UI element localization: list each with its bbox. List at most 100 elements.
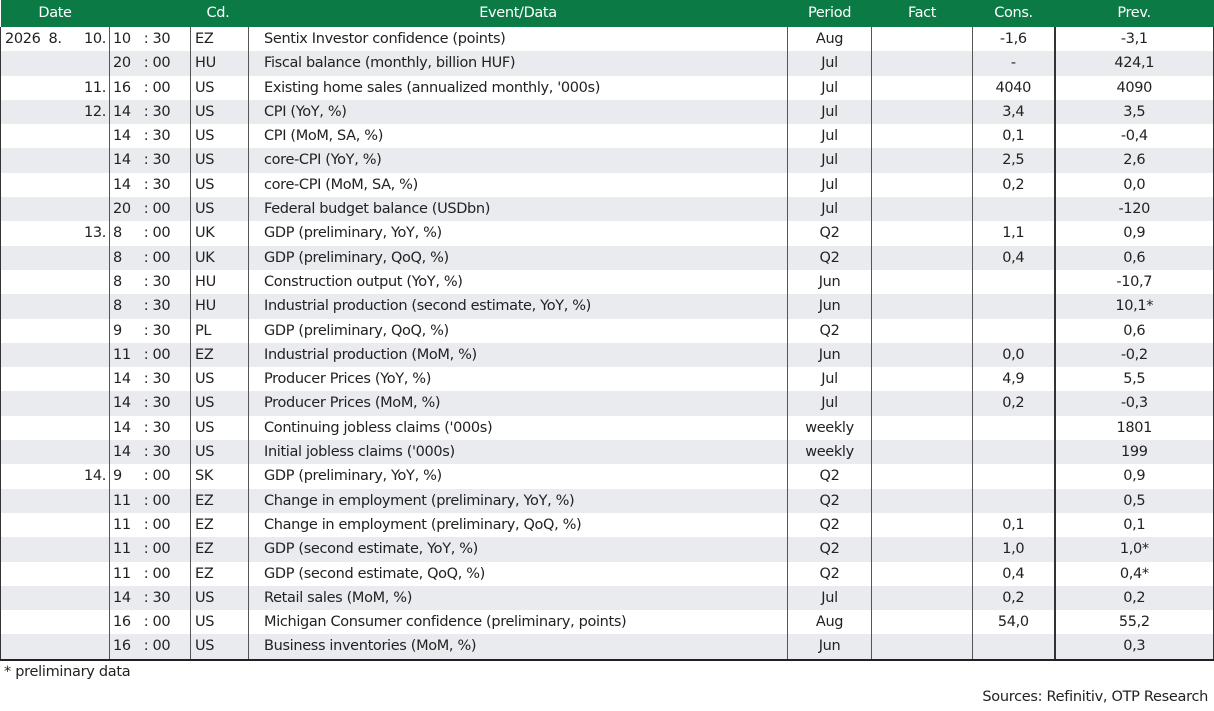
table-header-row: Date Cd. Event/Data Period Fact Cons. Pr… [0,0,1214,27]
cell-hour: 16 [109,75,140,100]
cell-previous: 1,0* [1053,537,1214,562]
cell-country-code: US [190,440,249,465]
cell-fact [871,75,973,100]
cell-hour: 8 [109,294,140,319]
cell-year [0,318,49,343]
cell-period: Q2 [787,512,872,538]
cell-month [48,415,79,441]
cell-month [48,585,79,611]
cell-country-code: US [190,415,249,441]
cell-year [0,124,49,149]
cell-country-code: EZ [190,561,249,586]
cell-event: Producer Prices (MoM, %) [248,391,788,416]
cell-country-code: UK [190,221,249,246]
cell-fact [871,464,973,489]
cell-time-separator: : [139,197,153,222]
cell-year [0,75,49,100]
cell-minute: 00 [152,342,191,368]
cell-minute: 30 [152,124,191,149]
cell-event: Producer Prices (YoY, %) [248,367,788,392]
cell-event: Federal budget balance (USDbn) [248,197,788,222]
cell-previous: 199 [1053,440,1214,465]
cell-minute: 00 [152,245,191,270]
cell-year [0,537,49,562]
table-row: 9:30 PL GDP (preliminary, QoQ, %) Q2 0,6 [0,318,1214,343]
cell-hour: 8 [109,269,140,295]
sources-note: Sources: Refinitiv, OTP Research [982,689,1208,705]
cell-time-separator: : [139,464,153,489]
table-row: 20:00 HU Fiscal balance (monthly, billion … [0,51,1214,76]
cell-day [78,561,111,586]
cell-consensus: 0,4 [972,245,1055,270]
table-row: 11:00 EZ Industrial production (MoM, %) Jun… [0,342,1214,368]
cell-time-separator: : [139,51,153,76]
cell-minute: 30 [152,440,191,465]
cell-fact [871,197,973,222]
cell-fact [871,610,973,635]
cell-day [78,634,111,661]
cell-period: Q2 [787,561,872,586]
cell-time-separator: : [139,561,153,586]
cell-previous: 1801 [1053,415,1214,441]
cell-month: 8. [48,27,79,52]
cell-month [48,294,79,319]
cell-event: Fiscal balance (monthly, billion HUF) [248,51,788,76]
cell-time-separator: : [139,367,153,392]
cell-year [0,367,49,392]
cell-year [0,294,49,319]
cell-previous: 4090 [1053,75,1214,100]
cell-fact [871,172,973,198]
cell-day [78,367,111,392]
cell-minute: 30 [152,27,191,52]
footnote: * preliminary data [4,664,131,680]
cell-previous: 0,2 [1053,585,1214,611]
cell-country-code: UK [190,245,249,270]
cell-period: Jul [787,391,872,416]
cell-country-code: EZ [190,488,249,513]
cell-country-code: US [190,99,249,125]
cell-day [78,537,111,562]
cell-consensus: 0,1 [972,512,1055,538]
cell-year [0,148,49,173]
cell-time-separator: : [139,245,153,270]
cell-event: GDP (second estimate, YoY, %) [248,537,788,562]
cell-consensus: 4040 [972,75,1055,100]
cell-time-separator: : [139,294,153,319]
cell-day: 12. [78,99,111,125]
cell-month [48,245,79,270]
table-row: 11:00 EZ GDP (second estimate, QoQ, %) Q2 0,… [0,561,1214,586]
cell-country-code: US [190,172,249,198]
cell-event: Business inventories (MoM, %) [248,634,788,661]
cell-month [48,512,79,538]
cell-hour: 10 [109,27,140,52]
cell-fact [871,537,973,562]
cell-event: Construction output (YoY, %) [248,269,788,295]
cell-year [0,269,49,295]
cell-hour: 11 [109,342,140,368]
cell-hour: 11 [109,561,140,586]
cell-minute: 30 [152,148,191,173]
cell-previous: 0,4* [1053,561,1214,586]
cell-day [78,269,111,295]
cell-fact [871,634,973,661]
cell-year [0,488,49,513]
cell-previous: 2,6 [1053,148,1214,173]
cell-day [78,124,111,149]
cell-previous: 0,5 [1053,488,1214,513]
cell-previous: -0,2 [1053,342,1214,368]
header-fact: Fact [871,0,973,27]
cell-year [0,391,49,416]
cell-minute: 00 [152,634,191,661]
cell-country-code: US [190,391,249,416]
cell-consensus: 0,2 [972,585,1055,611]
cell-previous: 0,6 [1053,245,1214,270]
cell-period: Jun [787,294,872,319]
cell-hour: 11 [109,488,140,513]
cell-event: Retail sales (MoM, %) [248,585,788,611]
cell-month [48,51,79,76]
cell-minute: 30 [152,367,191,392]
header-prev: Prev. [1054,0,1214,27]
cell-country-code: US [190,634,249,661]
cell-minute: 30 [152,99,191,125]
table-row: 14:30 US Continuing jobless claims ('000s)… [0,415,1214,441]
